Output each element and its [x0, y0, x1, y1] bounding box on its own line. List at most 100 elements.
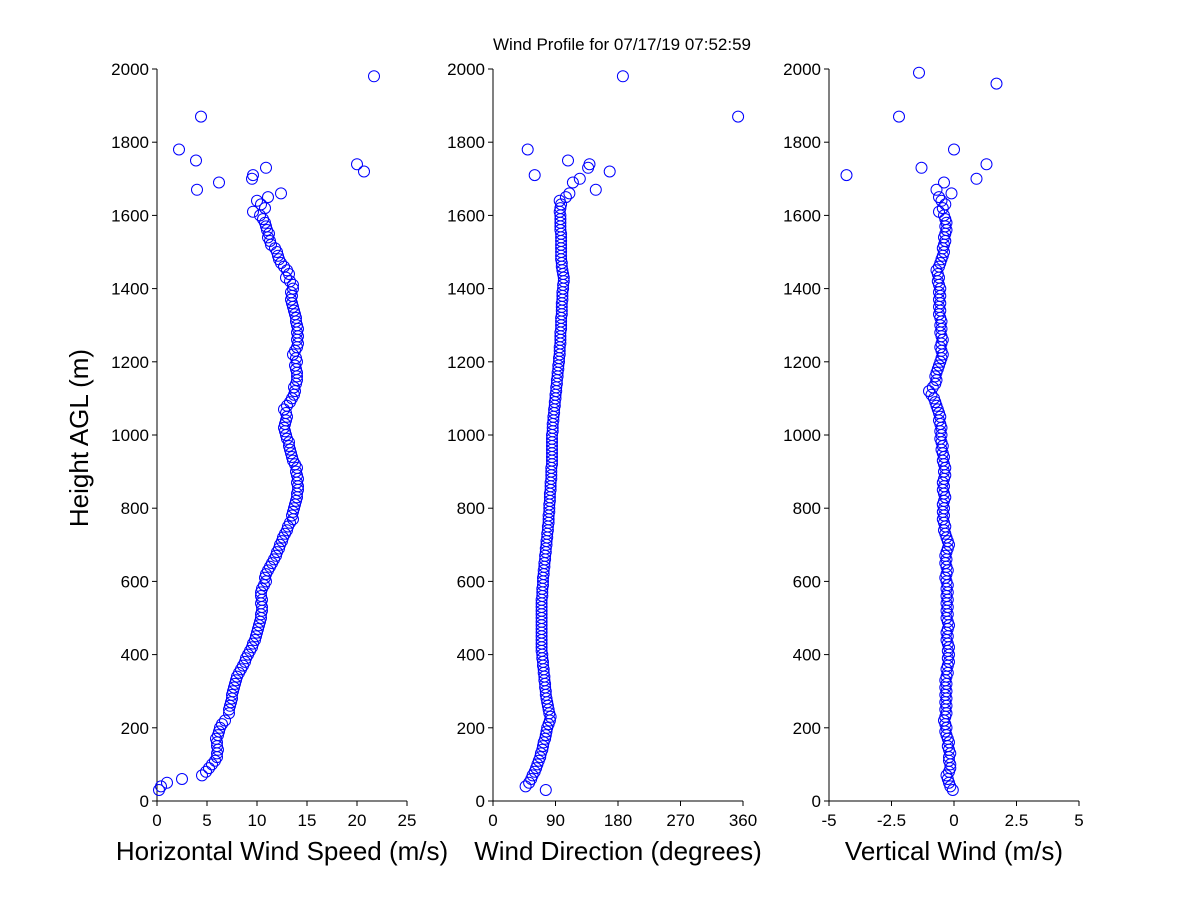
y-tick-label: 1000: [447, 426, 485, 445]
x-tick-label: 5: [202, 811, 211, 830]
x-axis-label: Wind Direction (degrees): [474, 836, 762, 866]
data-point: [521, 143, 534, 156]
data-point: [540, 725, 553, 738]
data-point: [603, 165, 616, 178]
y-tick-label: 1200: [783, 353, 821, 372]
data-point: [200, 765, 212, 778]
y-tick-label: 800: [457, 499, 485, 518]
data-point: [935, 194, 948, 207]
data-point: [288, 502, 300, 515]
data-point: [288, 304, 300, 317]
data-point: [559, 191, 572, 204]
data-point: [732, 110, 745, 123]
data-point: [259, 571, 271, 584]
data-point: [938, 176, 950, 189]
data-point: [196, 769, 208, 782]
data-point: [930, 183, 943, 196]
data-point: [287, 300, 299, 313]
y-tick-label: 600: [793, 572, 821, 591]
data-point: [368, 70, 380, 83]
x-tick-label: 90: [546, 811, 565, 830]
y-tick-label: 600: [457, 572, 485, 591]
horizontal-wind-speed-panel: 0 200 400 600 800 1000 1200 1400 1600 1800 2000 0 5 1…: [111, 60, 448, 866]
data-point: [287, 505, 299, 518]
y-tick-label: 800: [121, 499, 149, 518]
data-point: [893, 110, 905, 123]
data-point: [290, 377, 302, 390]
x-tick-label: 15: [298, 811, 317, 830]
data-point: [230, 674, 242, 687]
data-point: [278, 421, 290, 434]
data-point: [928, 392, 940, 405]
data-point: [289, 308, 301, 321]
y-tick-label: 400: [121, 646, 149, 665]
x-tick-label: 5: [1074, 811, 1083, 830]
data-point: [227, 685, 239, 698]
data-point: [351, 158, 363, 171]
data-point: [251, 626, 263, 639]
data-point: [213, 725, 225, 738]
data-point: [203, 762, 215, 775]
y-tick-label: 1200: [111, 353, 149, 372]
data-point: [257, 213, 269, 226]
data-point: [923, 385, 935, 398]
x-tick-label: -5: [821, 811, 836, 830]
data-point: [273, 253, 285, 266]
x-tick-label: -2.5: [877, 811, 906, 830]
y-tick-label: 1400: [111, 280, 149, 299]
y-tick-label: 2000: [111, 60, 149, 79]
data-point: [173, 143, 185, 156]
x-tick-label: 0: [488, 811, 497, 830]
data-point: [195, 110, 207, 123]
y-tick-label: 1600: [783, 206, 821, 225]
data-point: [358, 165, 370, 178]
y-tick-label: 1600: [111, 206, 149, 225]
data-point: [292, 322, 304, 335]
data-point: [212, 729, 224, 742]
y-tick-label: 1000: [111, 426, 149, 445]
data-point: [284, 275, 296, 288]
y-tick-label: 400: [793, 646, 821, 665]
x-axis-label: Horizontal Wind Speed (m/s): [116, 836, 448, 866]
data-point: [275, 187, 287, 200]
data-point: [573, 172, 586, 185]
data-point: [292, 472, 304, 485]
data-point: [285, 447, 297, 460]
data-point: [281, 399, 293, 412]
data-point: [250, 630, 262, 643]
data-point: [933, 191, 945, 204]
data-point: [247, 169, 259, 182]
data-point: [980, 158, 993, 171]
data-point: [528, 169, 541, 182]
data-point: [589, 183, 602, 196]
data-point: [252, 623, 264, 635]
data-point: [930, 264, 943, 277]
y-tick-label: 1200: [447, 353, 485, 372]
data-point: [840, 169, 853, 182]
data-point: [913, 66, 925, 79]
data-point: [936, 202, 949, 215]
data-point: [155, 780, 167, 793]
x-tick-label: 25: [398, 811, 417, 830]
data-point: [562, 154, 574, 167]
data-point: [278, 403, 290, 416]
data-point: [939, 198, 952, 211]
x-tick-label: 20: [348, 811, 367, 830]
data-point: [915, 161, 928, 174]
data-point: [161, 776, 173, 789]
y-tick-label: 2000: [447, 60, 485, 79]
y-tick-label: 200: [457, 719, 485, 738]
shared-y-axis-label: Height AGL (m): [64, 349, 94, 527]
y-tick-label: 200: [121, 719, 149, 738]
x-tick-label: 2.5: [1005, 811, 1029, 830]
y-tick-label: 1800: [447, 133, 485, 152]
y-tick-label: 1600: [447, 206, 485, 225]
data-point: [926, 381, 939, 394]
data-point: [940, 769, 953, 782]
y-tick-label: 600: [121, 572, 149, 591]
x-axis-label: Vertical Wind (m/s): [845, 836, 1063, 866]
data-point: [286, 451, 298, 463]
x-tick-label: 0: [152, 811, 161, 830]
data-point: [206, 758, 218, 771]
